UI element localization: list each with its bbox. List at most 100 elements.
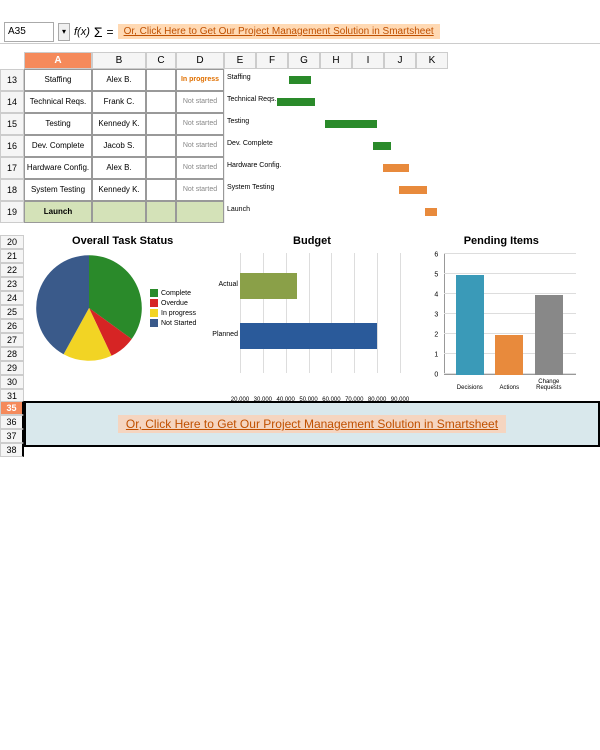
formula-content-link[interactable]: Or, Click Here to Get Our Project Manage…: [118, 24, 440, 39]
table-row[interactable]: 14 Technical Reqs. Frank C. Not startedT…: [0, 91, 600, 113]
pending-bar: [495, 335, 523, 375]
row-number[interactable]: 37: [0, 429, 24, 443]
task-cell[interactable]: Hardware Config.: [24, 157, 92, 179]
launch-cell[interactable]: [146, 201, 176, 223]
cell-reference-input[interactable]: [4, 22, 54, 42]
col-header-h[interactable]: H: [320, 52, 352, 69]
row-number[interactable]: 13: [0, 69, 24, 91]
legend-label: Complete: [161, 290, 191, 297]
task-cell[interactable]: Testing: [24, 113, 92, 135]
empty-cell[interactable]: [146, 135, 176, 157]
row-number[interactable]: 15: [0, 113, 24, 135]
launch-cell[interactable]: Launch: [24, 201, 92, 223]
col-header-g[interactable]: G: [288, 52, 320, 69]
owner-cell[interactable]: Jacob S.: [92, 135, 146, 157]
owner-cell[interactable]: Kennedy K.: [92, 179, 146, 201]
budget-chart: 20,00030,00040,00050,00060,00070,00080,0…: [222, 253, 402, 393]
row-number[interactable]: 28: [0, 347, 24, 361]
budget-bar: [240, 323, 377, 349]
col-header-i[interactable]: I: [352, 52, 384, 69]
task-cell[interactable]: Technical Reqs.: [24, 91, 92, 113]
sigma-icon[interactable]: Σ: [94, 24, 103, 40]
col-header-d[interactable]: D: [176, 52, 224, 69]
row-number[interactable]: 25: [0, 305, 24, 319]
pending-title: Pending Items: [407, 235, 596, 247]
pending-bar: [456, 275, 484, 375]
task-cell[interactable]: System Testing: [24, 179, 92, 201]
row-number[interactable]: 29: [0, 361, 24, 375]
row-number[interactable]: 27: [0, 333, 24, 347]
empty-cell[interactable]: [146, 69, 176, 91]
status-cell[interactable]: Not started: [176, 113, 224, 135]
table-row[interactable]: 16 Dev. Complete Jacob S. Not startedDev…: [0, 135, 600, 157]
legend-item: In progress: [150, 309, 196, 317]
col-header-j[interactable]: J: [384, 52, 416, 69]
row-number[interactable]: 14: [0, 91, 24, 113]
empty-cell[interactable]: [146, 113, 176, 135]
empty-cell[interactable]: [146, 91, 176, 113]
table-row[interactable]: 17 Hardware Config. Alex B. Not startedH…: [0, 157, 600, 179]
row-number[interactable]: 17: [0, 157, 24, 179]
table-row[interactable]: 18 System Testing Kennedy K. Not started…: [0, 179, 600, 201]
row-number[interactable]: 24: [0, 291, 24, 305]
launch-row[interactable]: 19 Launch Launch: [0, 201, 600, 223]
col-header-b[interactable]: B: [92, 52, 146, 69]
col-header-c[interactable]: C: [146, 52, 176, 69]
launch-cell[interactable]: [176, 201, 224, 223]
row-number[interactable]: 38: [0, 443, 24, 457]
owner-cell[interactable]: Frank C.: [92, 91, 146, 113]
gridline: [240, 253, 241, 373]
status-cell[interactable]: Not started: [176, 179, 224, 201]
owner-cell[interactable]: Kennedy K.: [92, 113, 146, 135]
status-cell[interactable]: Not started: [176, 135, 224, 157]
row-number[interactable]: 26: [0, 319, 24, 333]
gantt-bar: [373, 142, 391, 150]
owner-cell[interactable]: Alex B.: [92, 69, 146, 91]
status-cell[interactable]: Not started: [176, 157, 224, 179]
row-number[interactable]: 20: [0, 235, 24, 249]
equals-icon: =: [107, 25, 114, 39]
gantt-bar: [289, 76, 311, 84]
pending-bar-label: Change Requests: [529, 379, 569, 391]
task-cell[interactable]: Dev. Complete: [24, 135, 92, 157]
banner: Or, Click Here to Get Our Project Manage…: [24, 401, 600, 447]
owner-cell[interactable]: Alex B.: [92, 157, 146, 179]
cell-ref-dropdown-icon[interactable]: ▾: [58, 23, 70, 41]
row-number[interactable]: 18: [0, 179, 24, 201]
row-number[interactable]: 21: [0, 249, 24, 263]
gantt-bar: [383, 164, 409, 172]
task-cell[interactable]: Staffing: [24, 69, 92, 91]
banner-link[interactable]: Or, Click Here to Get Our Project Manage…: [118, 415, 506, 433]
gantt-label: Launch: [227, 206, 250, 213]
row-number[interactable]: 16: [0, 135, 24, 157]
charts-area: Overall Task Status CompleteOverdueIn pr…: [24, 235, 600, 393]
gantt-label: Technical Reqs.: [227, 96, 276, 103]
legend-swatch: [150, 299, 158, 307]
legend-item: Overdue: [150, 299, 196, 307]
row-number[interactable]: 22: [0, 263, 24, 277]
row-number[interactable]: 36: [0, 415, 24, 429]
axis-tick: 6: [434, 252, 438, 259]
formula-bar: ▾ f(x) Σ = Or, Click Here to Get Our Pro…: [0, 20, 600, 44]
table-row[interactable]: 13 Staffing Alex B. In progressStaffing: [0, 69, 600, 91]
fx-icon: f(x): [74, 26, 90, 38]
row-number[interactable]: 35: [0, 401, 24, 415]
row-number[interactable]: 30: [0, 375, 24, 389]
gridline: [286, 253, 287, 373]
pending-bar: [535, 295, 563, 375]
col-header-a[interactable]: A: [24, 52, 92, 69]
status-cell[interactable]: In progress: [176, 69, 224, 91]
gridline: [309, 253, 310, 373]
col-header-e[interactable]: E: [224, 52, 256, 69]
launch-cell[interactable]: [92, 201, 146, 223]
table-row[interactable]: 15 Testing Kennedy K. Not startedTesting: [0, 113, 600, 135]
gantt-label: Staffing: [227, 74, 251, 81]
status-cell[interactable]: Not started: [176, 91, 224, 113]
legend-swatch: [150, 309, 158, 317]
row-number[interactable]: 23: [0, 277, 24, 291]
row-number[interactable]: 19: [0, 201, 24, 223]
col-header-k[interactable]: K: [416, 52, 448, 69]
empty-cell[interactable]: [146, 179, 176, 201]
empty-cell[interactable]: [146, 157, 176, 179]
col-header-f[interactable]: F: [256, 52, 288, 69]
